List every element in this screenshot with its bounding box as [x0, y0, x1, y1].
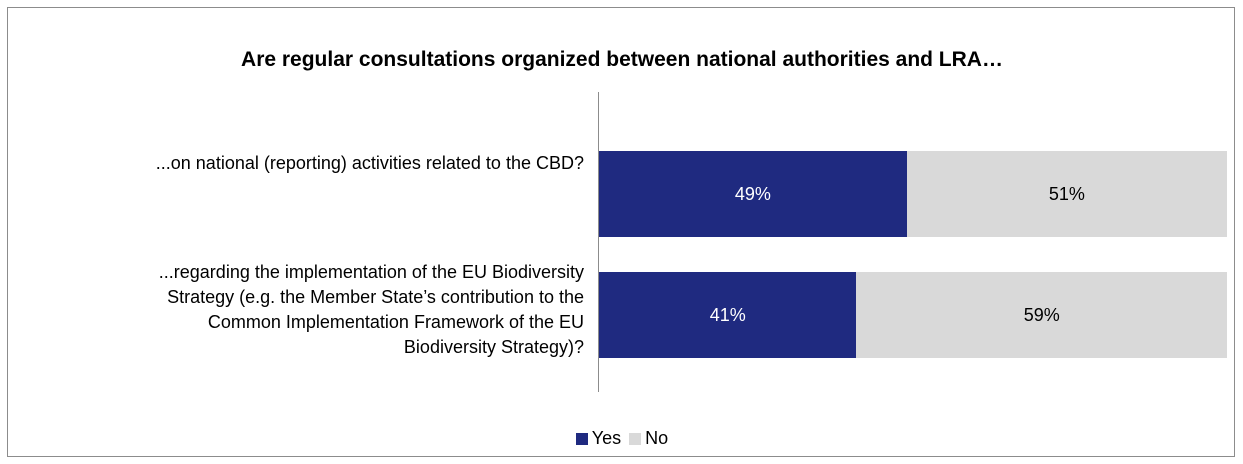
legend-item-no: No — [629, 428, 668, 449]
category-label: ...on national (reporting) activities re… — [156, 151, 584, 176]
legend-swatch — [575, 432, 588, 445]
bar-yes-2: 41% — [599, 272, 857, 358]
category-label-line: ...regarding the implementation of the E… — [158, 262, 584, 282]
data-label: 51% — [1048, 183, 1085, 204]
category-label-line: Strategy (e.g. the Member State’s contri… — [167, 287, 584, 307]
data-label: 41% — [709, 304, 746, 325]
chart-title: Are regular consultations organized betw… — [241, 48, 1003, 71]
legend-item-yes: Yes — [575, 428, 622, 449]
bar-no-1: 51% — [906, 151, 1227, 237]
category-label-line: ...on national (reporting) activities re… — [155, 152, 584, 173]
legend: Yes No — [8, 428, 1236, 450]
data-label: 49% — [734, 183, 771, 204]
chart-frame: Are regular consultations organized betw… — [7, 7, 1235, 457]
data-label: 59% — [1023, 304, 1060, 325]
legend-label: No — [645, 428, 669, 448]
legend-label: Yes — [591, 428, 622, 448]
category-label: ...regarding the implementation of the E… — [159, 260, 584, 360]
category-axis — [598, 92, 599, 392]
bar-no-2: 59% — [856, 272, 1227, 358]
category-label-line: Common Implementation Framework of the E… — [207, 312, 584, 332]
category-label-line: Biodiversity Strategy)? — [403, 337, 584, 357]
legend-swatch — [629, 432, 642, 445]
bar-yes-1: 49% — [599, 151, 907, 237]
